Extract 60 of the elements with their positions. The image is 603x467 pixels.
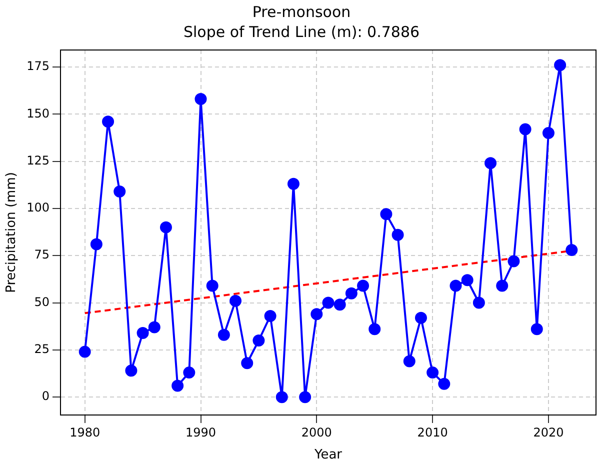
point [484, 157, 497, 170]
point [148, 321, 160, 334]
point [287, 178, 300, 190]
point [461, 274, 474, 286]
point [380, 208, 392, 220]
point [252, 334, 265, 346]
point [230, 294, 242, 307]
point [414, 312, 427, 324]
point [183, 366, 196, 379]
y-tick-label: 175 [26, 59, 50, 74]
point [136, 326, 149, 339]
y-tick-label: 75 [34, 248, 50, 262]
point [368, 323, 381, 336]
point [334, 298, 346, 311]
point [519, 123, 532, 136]
chart-title: Pre-monsoon [252, 2, 351, 21]
point [160, 221, 172, 234]
point [322, 296, 334, 309]
point [530, 323, 543, 336]
point [426, 366, 439, 379]
y-tick-label: 25 [34, 342, 50, 356]
x-axis-title: Year [313, 448, 343, 463]
point [345, 287, 358, 300]
point [403, 355, 416, 368]
point [172, 380, 184, 392]
point [78, 346, 91, 358]
point [102, 116, 114, 128]
point [566, 244, 578, 256]
point [554, 59, 566, 72]
point [392, 228, 404, 241]
point [438, 378, 450, 390]
point [264, 310, 276, 322]
point [114, 185, 126, 198]
x-tick-label: 2010 [417, 425, 448, 440]
x-tick-label: 2000 [301, 425, 332, 440]
point [472, 296, 485, 309]
point [508, 255, 520, 268]
point [90, 238, 102, 250]
point [357, 280, 370, 292]
y-tick-label: 50 [34, 294, 50, 309]
point [450, 280, 462, 292]
point [310, 308, 323, 320]
y-tick-label: 150 [26, 106, 50, 120]
y-tick-label: 100 [26, 200, 50, 215]
point [125, 364, 138, 377]
point [218, 328, 230, 341]
y-axis-title: Precipitation (mm) [4, 172, 20, 293]
point [542, 127, 554, 139]
x-tick-label: 1990 [185, 425, 216, 440]
point [241, 357, 254, 370]
point [206, 280, 218, 292]
point [496, 280, 508, 292]
x-tick-label: 1980 [70, 425, 100, 440]
x-tick-label: 2020 [533, 425, 564, 440]
chart-subtitle: Slope of Trend Line (m): 0.7886 [183, 22, 420, 41]
point [194, 93, 207, 106]
point [299, 391, 312, 404]
point [276, 391, 288, 404]
y-tick-label: 125 [26, 153, 50, 168]
y-tick-label: 0 [42, 389, 50, 404]
